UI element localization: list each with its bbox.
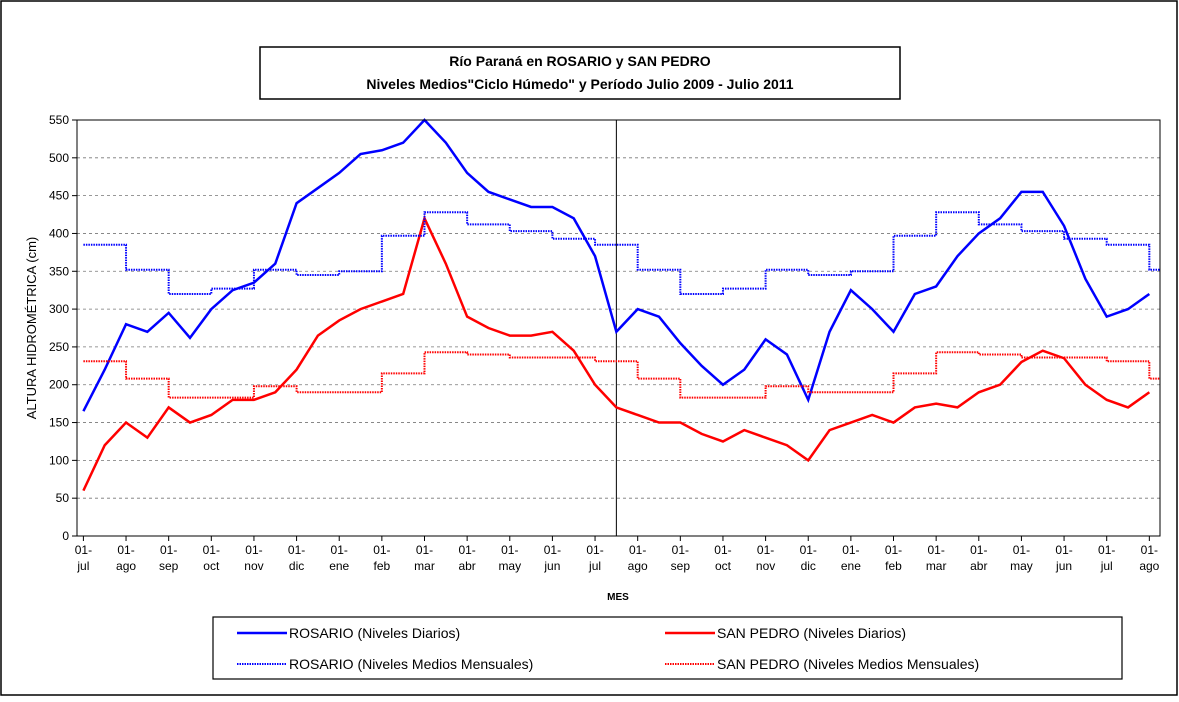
y-tick-label: 500 [49,151,69,165]
y-tick-label: 150 [49,416,69,430]
series-line [82,118,1151,412]
x-tick-label: 01-ene [841,543,861,573]
y-tick-label: 400 [49,226,69,240]
x-tick-label: 01-feb [885,543,902,573]
x-axis-label: MES [607,592,629,603]
series-line [82,214,1151,492]
y-tick-label: 200 [49,378,69,392]
x-tick-label: 01-dic [800,543,817,573]
y-tick-label: 450 [49,189,69,203]
x-tick-label: 01-jul [75,543,92,573]
legend-label: ROSARIO (Niveles Medios Mensuales) [289,656,533,672]
x-tick-label: 01-nov [756,543,775,573]
y-tick-label: 50 [56,491,70,505]
series-line [83,351,1160,399]
legend-label: SAN PEDRO (Niveles Diarios) [717,625,906,641]
x-tick-label: 01-oct [714,543,731,573]
y-tick-label: 350 [49,264,69,278]
x-tick-label: 01-jul [586,543,603,573]
legend-box [212,616,1123,680]
x-tick-label: 01-oct [203,543,220,573]
x-tick-label: 01-ago [1139,543,1159,573]
x-tick-label: 01-may [1010,543,1033,573]
x-tick-label: 01-sep [159,543,179,573]
y-tick-label: 0 [62,529,69,543]
y-tick-label: 300 [49,302,69,316]
y-tick-label: 100 [49,453,69,467]
legend-label: ROSARIO (Niveles Diarios) [289,625,460,641]
series-line [83,211,1160,295]
x-tick-label: 01-ago [116,543,136,573]
x-tick-label: 01-mar [926,543,947,573]
chart-title: Niveles Medios"Ciclo Húmedo" y Período J… [366,76,793,92]
plot-border [76,119,1161,537]
x-tick-label: 01-mar [414,543,435,573]
x-tick-label: 01-may [498,543,521,573]
chart-title: Río Paraná en ROSARIO y SAN PEDRO [449,53,711,69]
y-tick-label: 250 [49,340,69,354]
title-box [259,46,901,100]
x-tick-label: 01-abr [970,543,987,573]
y-axis-label: ALTURA HIDROMÉTRICA (cm) [24,237,39,420]
legend-label: SAN PEDRO (Niveles Medios Mensuales) [717,656,979,672]
x-tick-label: 01-jun [543,543,561,573]
x-tick-label: 01-nov [244,543,263,573]
x-tick-label: 01-feb [373,543,390,573]
x-tick-label: 01-sep [671,543,691,573]
x-tick-label: 01-ago [628,543,648,573]
y-tick-label: 550 [49,113,69,127]
x-tick-label: 01-jul [1098,543,1115,573]
x-tick-label: 01-jun [1055,543,1073,573]
x-tick-label: 01-ene [329,543,349,573]
x-tick-label: 01-dic [288,543,305,573]
x-tick-label: 01-abr [458,543,475,573]
